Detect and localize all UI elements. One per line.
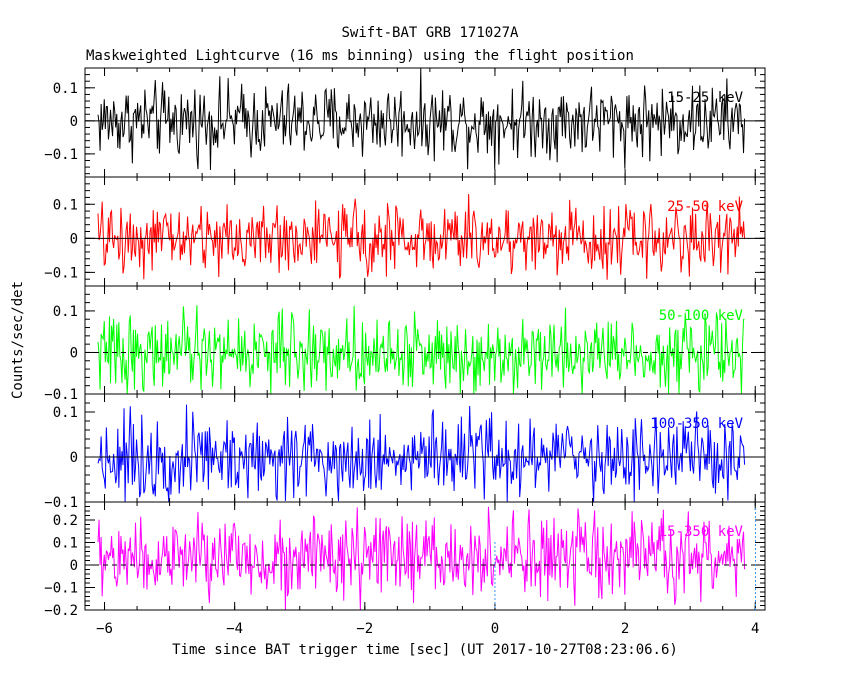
- y-tick-label: −0.1: [44, 581, 78, 597]
- panel-1: −0.1 0 0.1 25-50 keV: [44, 176, 766, 287]
- lightcurve-series: [97, 193, 746, 280]
- x-axis-label: Time since BAT trigger time [sec] (UT 20…: [172, 642, 678, 658]
- y-tick-label: 0: [70, 345, 78, 361]
- y-tick-label: 0.1: [53, 536, 78, 552]
- y-tick-label: 0.1: [53, 304, 78, 320]
- panel-2: −0.1 0 0.1 50-100 keV: [44, 285, 766, 403]
- x-tick-label: 2: [621, 621, 629, 637]
- y-tick-label: 0.1: [53, 197, 78, 213]
- panel-3: −0.1 0 0.1 100-350 keV: [44, 393, 766, 511]
- y-tick-label: 0.1: [53, 405, 78, 421]
- x-tick-label: −6: [96, 621, 113, 637]
- band-label: 100-350 keV: [650, 416, 743, 432]
- panel-4: −0.2 −0.1 0 0.1 0.2 15-350 keV: [44, 501, 766, 619]
- y-tick-label: 0: [70, 114, 78, 130]
- x-tick-label: 4: [751, 621, 759, 637]
- y-tick-label: 0.1: [53, 81, 78, 97]
- y-axis-label: Counts/sec/det: [10, 281, 26, 399]
- lightcurve-series: [97, 506, 746, 611]
- y-tick-label: 0.2: [53, 513, 78, 529]
- lightcurve-series: [97, 67, 746, 171]
- x-tick-label: 0: [491, 621, 499, 637]
- band-label: 15-25 keV: [667, 90, 743, 106]
- y-tick-label: 0: [70, 450, 78, 466]
- y-tick-label: −0.1: [44, 147, 78, 163]
- y-tick-label: −0.1: [44, 495, 78, 511]
- band-label: 15-350 keV: [659, 524, 744, 540]
- lightcurve-series: [97, 404, 746, 503]
- chart-title: Swift-BAT GRB 171027A: [341, 25, 519, 41]
- panel-0: −0.1 0 0.1 15-25 keV: [44, 67, 766, 178]
- lightcurve-series: [97, 305, 745, 395]
- panels-group: −0.1 0 0.1 15-25 keV −0.1 0 0.1 25-50 keV −0.1 0 0…: [44, 67, 766, 637]
- y-tick-label: 0: [70, 558, 78, 574]
- x-tick-label: −4: [226, 621, 243, 637]
- band-label: 25-50 keV: [667, 199, 743, 215]
- y-tick-label: −0.1: [44, 265, 78, 281]
- y-tick-label: −0.2: [44, 603, 78, 619]
- y-tick-label: 0: [70, 231, 78, 247]
- x-tick-label: −2: [356, 621, 373, 637]
- chart-subtitle: Maskweighted Lightcurve (16 ms binning) …: [86, 48, 634, 64]
- y-tick-label: −0.1: [44, 387, 78, 403]
- band-label: 50-100 keV: [659, 308, 744, 324]
